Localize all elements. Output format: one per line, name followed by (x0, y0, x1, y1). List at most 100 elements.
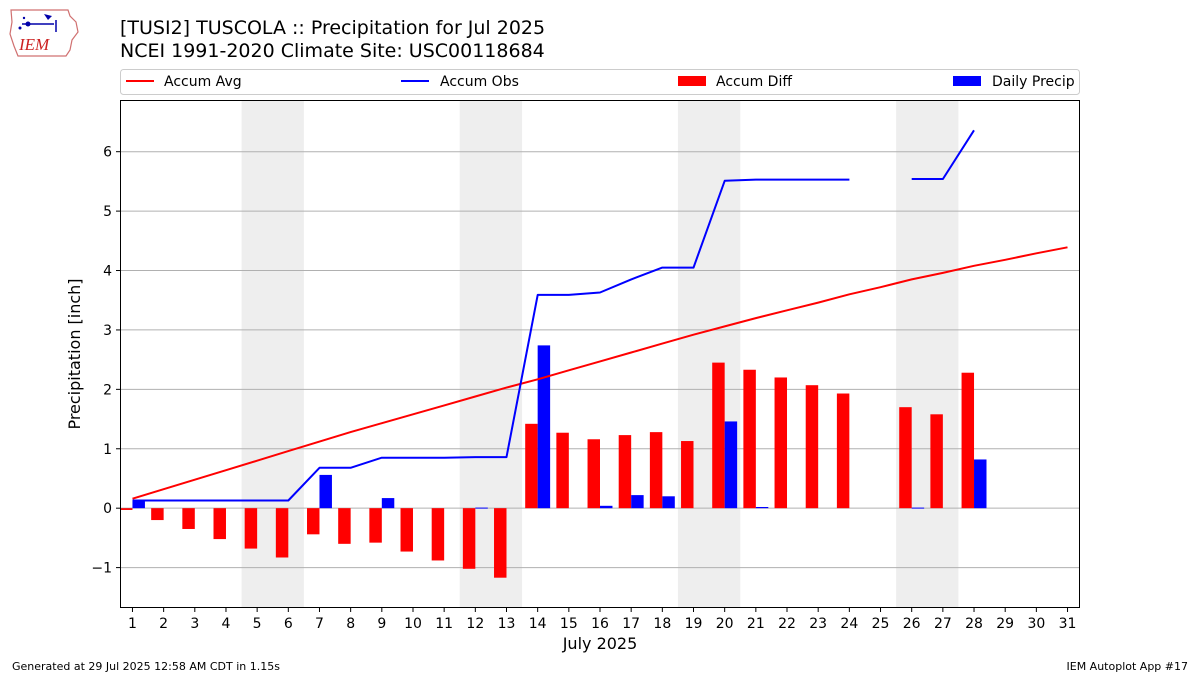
x-tick-label: 4 (222, 616, 231, 632)
daily-precip-bar (475, 507, 488, 509)
accum-diff-bar (774, 377, 788, 509)
accum-diff-bar (618, 435, 632, 509)
daily-precip-bar (911, 507, 925, 509)
x-tick-label: 10 (404, 616, 422, 632)
x-tick-label: 27 (934, 616, 952, 632)
x-tick-label: 13 (498, 616, 516, 632)
x-tick-label: 19 (685, 616, 703, 632)
x-tick-label: 24 (840, 616, 858, 632)
accum-diff-bar (836, 393, 850, 509)
y-tick-label: 1 (103, 442, 112, 458)
weekend-band-3 (677, 100, 741, 608)
legend-frame (120, 69, 1080, 95)
x-tick-label: 12 (466, 616, 484, 632)
daily-precip-bar (662, 496, 675, 509)
accum-diff-bar (494, 508, 507, 578)
bars (120, 345, 987, 578)
x-tick-label: 25 (872, 616, 890, 632)
x-tick-label: 2 (159, 616, 168, 632)
accum-diff-bar (244, 508, 258, 549)
accum-diff-bar (369, 508, 382, 543)
x-axis-label: July 2025 (562, 634, 638, 653)
legend-label-daily-precip: Daily Precip (992, 74, 1075, 90)
accum-diff-bar (712, 362, 725, 509)
app-credit: IEM Autoplot App #17 (1066, 660, 1189, 673)
accum-diff-bar (525, 423, 538, 509)
y-tick-label: −1 (91, 561, 112, 577)
accum-diff-bar (930, 414, 943, 509)
x-tick-label: 1 (128, 616, 137, 632)
daily-precip-bar (132, 500, 145, 509)
y-axis-label: Precipitation [inch] (65, 278, 84, 429)
daily-precip-bar (631, 495, 644, 509)
lines (132, 129, 1068, 502)
x-tick-label: 29 (996, 616, 1014, 632)
legend: Accum Avg Accum Obs Accum Diff Daily Pre… (120, 69, 1080, 95)
y-tick-label: 6 (103, 145, 112, 161)
accum-diff-bar (681, 441, 694, 509)
x-tick-label: 28 (965, 616, 983, 632)
x-tick-label: 3 (190, 616, 199, 632)
accum-diff-bar (338, 508, 351, 544)
accum-diff-bar (400, 508, 413, 552)
daily-precip-bar (600, 505, 613, 509)
x-tick-label: 9 (377, 616, 386, 632)
y-tick-label: 2 (103, 382, 112, 398)
accum-diff-bar (431, 508, 445, 561)
x-tick-label: 11 (435, 616, 453, 632)
x-tick-label: 18 (653, 616, 671, 632)
chart-title: [TUSI2] TUSCOLA :: Precipitation for Jul… (120, 17, 546, 39)
y-tick-label: 5 (103, 204, 112, 220)
generated-timestamp: Generated at 29 Jul 2025 12:58 AM CDT in… (12, 660, 280, 673)
legend-swatch-daily-precip (953, 76, 981, 86)
accum-diff-bar (556, 432, 569, 509)
x-tick-label: 15 (560, 616, 578, 632)
weekend-band-4 (896, 100, 959, 608)
accum-diff-bar (213, 508, 226, 540)
y-tick-label: 4 (103, 264, 112, 280)
accum-diff-bar (275, 508, 289, 558)
accum-diff-bar (743, 369, 756, 509)
x-tick-label: 17 (622, 616, 640, 632)
daily-precip-bar (755, 506, 769, 509)
x-tick-label: 22 (778, 616, 796, 632)
daily-precip-bar (381, 498, 395, 509)
x-tick-label: 30 (1027, 616, 1045, 632)
accum-obs-line (911, 129, 975, 180)
accum-diff-bar (649, 432, 663, 509)
accum-obs-line (132, 178, 850, 502)
daily-precip-bar (974, 459, 987, 509)
weekend-shading (241, 100, 959, 608)
iem-iowa-logo-icon: IEM (9, 9, 79, 57)
accum-diff-bar (120, 508, 133, 510)
daily-precip-bar (319, 474, 332, 509)
x-tick-label: 23 (809, 616, 827, 632)
daily-precip-bar (537, 345, 551, 509)
accum-diff-bar (899, 407, 912, 509)
legend-label-accum-avg: Accum Avg (164, 74, 242, 90)
x-tick-label: 31 (1059, 616, 1077, 632)
y-tick-label: 3 (103, 323, 112, 339)
plot-frame (120, 100, 1080, 608)
x-tick-label: 26 (903, 616, 921, 632)
x-tick-label: 8 (346, 616, 355, 632)
x-tick-label: 20 (716, 616, 734, 632)
chart-subtitle: NCEI 1991-2020 Climate Site: USC00118684 (120, 40, 545, 62)
accum-diff-bar (462, 508, 476, 569)
legend-label-accum-diff: Accum Diff (716, 74, 792, 90)
x-tick-label: 7 (315, 616, 324, 632)
x-tick-label: 16 (591, 616, 609, 632)
accum-diff-bar (151, 508, 164, 521)
x-tick-label: 21 (747, 616, 765, 632)
logo-text: IEM (18, 35, 50, 54)
accum-diff-bar (182, 508, 195, 529)
daily-precip-bar (724, 421, 738, 509)
accum-diff-bar (307, 508, 320, 535)
accum-diff-bar (805, 385, 819, 509)
legend-label-accum-obs: Accum Obs (440, 74, 519, 90)
x-tick-label: 6 (284, 616, 293, 632)
accum-diff-bar (961, 372, 975, 509)
legend-swatch-accum-diff (678, 76, 706, 86)
